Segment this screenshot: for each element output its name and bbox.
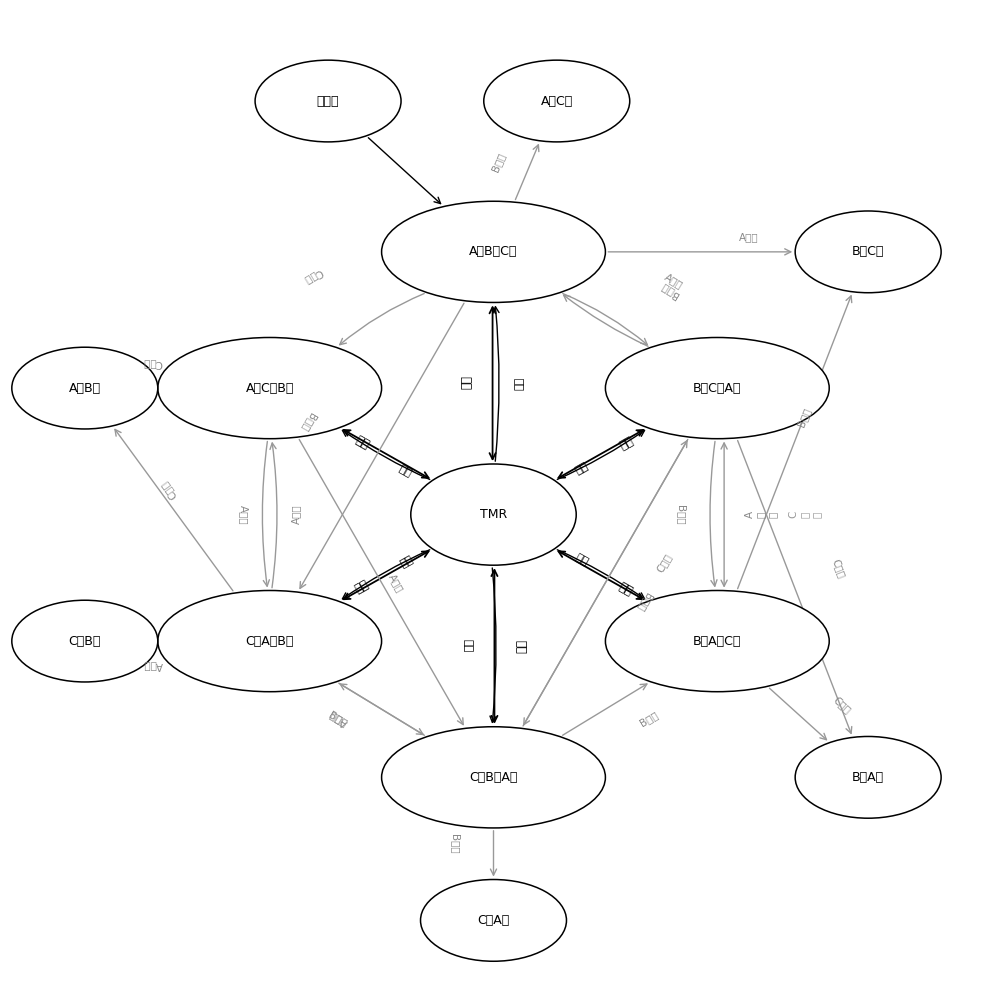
Ellipse shape: [604, 337, 828, 439]
Ellipse shape: [12, 347, 158, 429]
Ellipse shape: [158, 337, 382, 439]
Text: A
瞬
故: A 瞬 故: [743, 511, 777, 518]
Ellipse shape: [410, 464, 576, 565]
Text: B主C热: B主C热: [851, 245, 883, 258]
Text: B永故: B永故: [489, 151, 506, 173]
Text: A主C热B冷: A主C热B冷: [246, 382, 294, 395]
Text: 正常: 正常: [396, 553, 413, 568]
Text: 正常: 正常: [514, 377, 524, 390]
Text: A瞬故: A瞬故: [387, 572, 405, 594]
Text: TMR: TMR: [479, 508, 507, 521]
Text: 重要: 重要: [458, 376, 471, 390]
Ellipse shape: [604, 590, 828, 692]
Ellipse shape: [483, 60, 629, 142]
Text: 重要: 重要: [615, 578, 634, 596]
Ellipse shape: [254, 60, 400, 142]
Text: B瞬故: B瞬故: [326, 710, 348, 728]
Ellipse shape: [12, 600, 158, 682]
Text: A主B热: A主B热: [69, 382, 101, 395]
Text: A永故: A永故: [143, 660, 163, 670]
Text: C瞬故: C瞬故: [302, 267, 324, 286]
Text: C永故: C永故: [829, 557, 846, 579]
Text: C主A热: C主A热: [477, 914, 509, 927]
Text: C主A热B冷: C主A热B冷: [246, 635, 294, 648]
Text: A永故: A永故: [239, 505, 248, 524]
Text: B瞬故: B瞬故: [675, 505, 685, 524]
Text: C永故: C永故: [159, 479, 178, 501]
Text: C主B热A冷: C主B热A冷: [468, 771, 518, 784]
Text: 正常: 正常: [573, 553, 590, 568]
Ellipse shape: [382, 727, 604, 828]
Text: B瞬故: B瞬故: [657, 281, 679, 300]
Text: A永故: A永故: [739, 232, 758, 242]
Text: B瞬故: B瞬故: [299, 411, 317, 433]
Text: B永故: B永故: [449, 834, 459, 854]
Text: 正常: 正常: [396, 461, 413, 476]
Text: B主C热A冷: B主C热A冷: [692, 382, 740, 395]
Text: 重要: 重要: [352, 578, 371, 596]
Text: B主A热: B主A热: [851, 771, 883, 784]
Ellipse shape: [420, 880, 566, 961]
Text: A主C热: A主C热: [540, 95, 572, 108]
Text: A主B热C冷: A主B热C冷: [468, 245, 518, 258]
Text: B瞬故: B瞬故: [638, 710, 660, 728]
Text: A瞬故: A瞬故: [291, 505, 301, 524]
Text: B永故: B永故: [634, 591, 653, 613]
Text: A瞬故: A瞬故: [326, 710, 348, 728]
Text: 重要: 重要: [515, 639, 528, 653]
Text: C瞬故: C瞬故: [654, 552, 672, 574]
Ellipse shape: [795, 736, 941, 818]
Text: 重要: 重要: [352, 433, 371, 451]
Text: 正常: 正常: [462, 639, 472, 653]
Text: C永故: C永故: [831, 694, 852, 715]
Text: 初始化: 初始化: [317, 95, 339, 108]
Ellipse shape: [795, 211, 941, 293]
Ellipse shape: [382, 201, 604, 302]
Ellipse shape: [158, 590, 382, 692]
Text: B永故: B永故: [796, 406, 811, 428]
Text: C永故: C永故: [143, 359, 163, 369]
Text: 重要: 重要: [615, 433, 634, 451]
Text: C
瞬
故: C 瞬 故: [788, 511, 820, 518]
Text: C主B热: C主B热: [69, 635, 101, 648]
Text: B主A热C冷: B主A热C冷: [692, 635, 740, 648]
Text: A瞬故: A瞬故: [662, 272, 684, 290]
Text: 正常: 正常: [573, 461, 590, 476]
